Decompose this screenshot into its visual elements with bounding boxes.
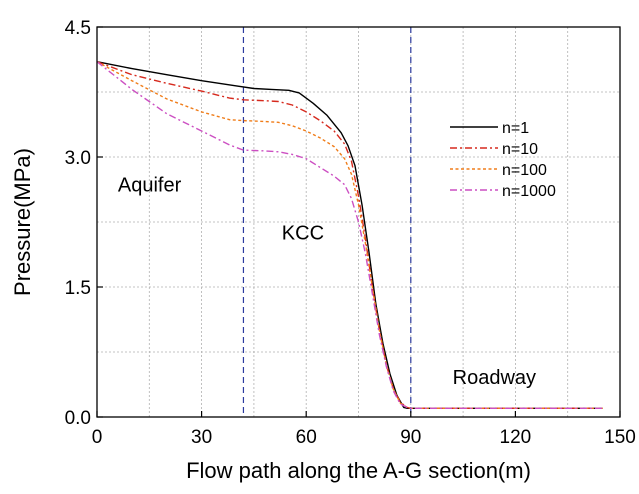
series-line-n-1 xyxy=(96,61,603,409)
region-label-kcc: KCC xyxy=(282,222,324,244)
y-axis-title: Pressure(MPa) xyxy=(10,148,35,296)
region-annotations: Aquifer KCC Roadway xyxy=(118,175,536,389)
y-tick-label: 4.5 xyxy=(65,18,91,39)
series-line-n-1000 xyxy=(96,61,603,409)
series-line-n-100 xyxy=(96,61,603,409)
legend-label: n=10 xyxy=(502,141,538,158)
x-tick-label: 60 xyxy=(296,427,317,448)
x-tick-label: 150 xyxy=(604,427,636,448)
grid-lines xyxy=(97,27,620,417)
x-tick-label: 0 xyxy=(92,427,103,448)
x-tick-label: 120 xyxy=(500,427,532,448)
legend-label: n=1 xyxy=(502,120,529,137)
y-tick-label: 3.0 xyxy=(65,148,91,169)
plot-frame xyxy=(96,26,621,418)
legend: n=1 n=10 n=100 n=1000 xyxy=(450,120,556,200)
x-tick-label: 90 xyxy=(400,427,421,448)
series-line-n-10 xyxy=(96,61,603,409)
legend-label: n=1000 xyxy=(502,183,556,200)
legend-label: n=100 xyxy=(502,162,547,179)
x-axis-title: Flow path along the A-G section(m) xyxy=(186,458,531,483)
axis-ticks: 0 30 60 90 120 150 0.0 1.5 3.0 4.5 xyxy=(65,18,636,448)
region-label-roadway: Roadway xyxy=(453,367,536,389)
y-tick-label: 0.0 xyxy=(65,408,91,429)
section-boundaries xyxy=(242,27,412,417)
series-lines xyxy=(96,61,603,409)
region-label-aquifer: Aquifer xyxy=(118,175,182,197)
x-tick-label: 30 xyxy=(191,427,212,448)
y-tick-label: 1.5 xyxy=(65,278,91,299)
